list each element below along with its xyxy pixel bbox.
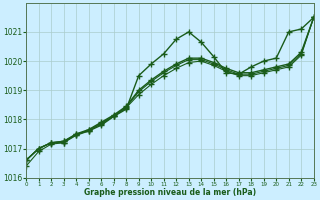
X-axis label: Graphe pression niveau de la mer (hPa): Graphe pression niveau de la mer (hPa) [84, 188, 256, 197]
